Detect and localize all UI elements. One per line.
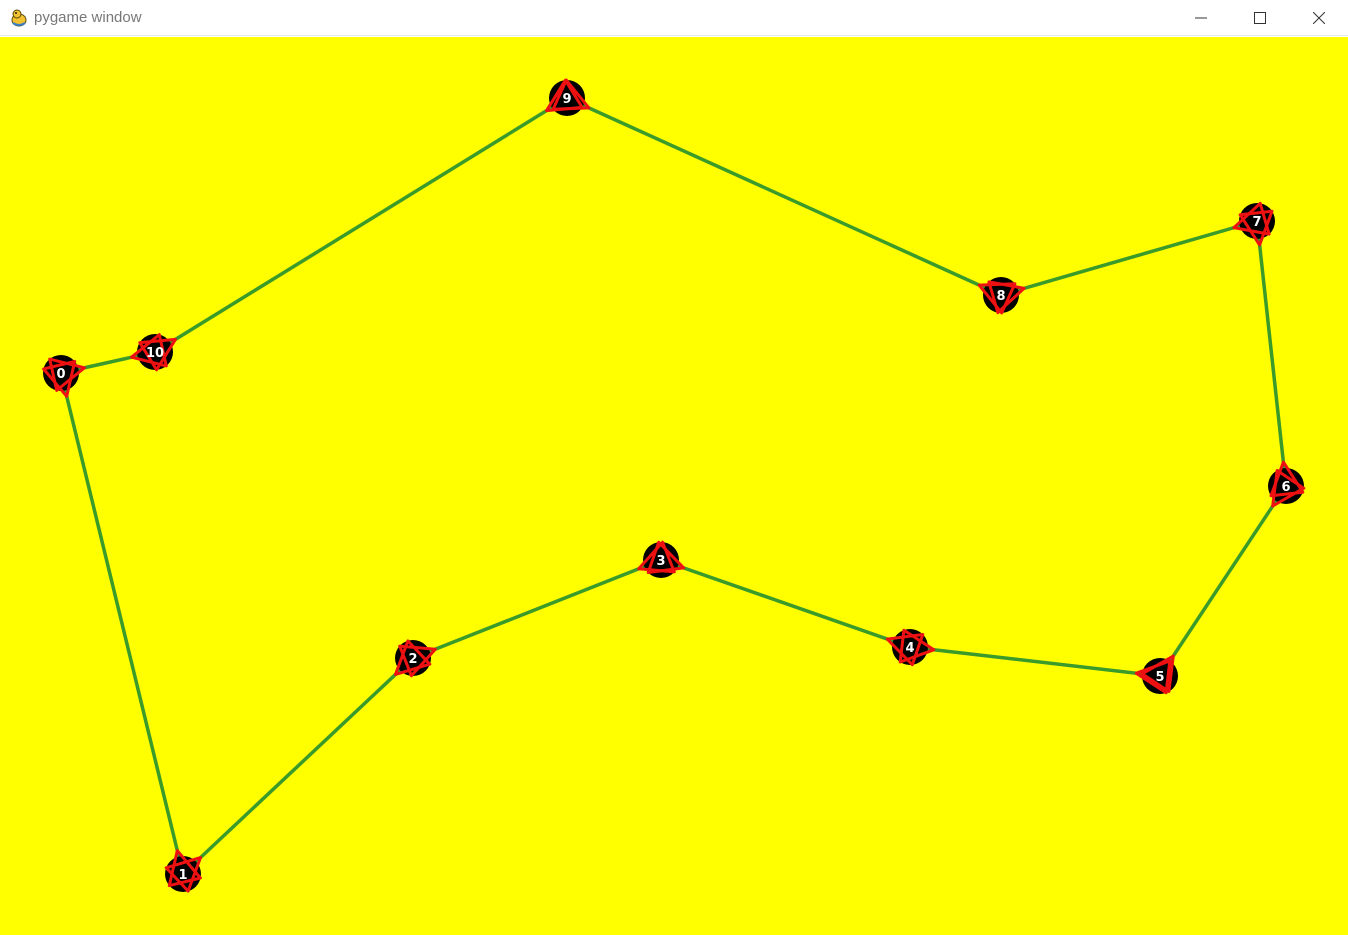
direction-marker-3-out	[646, 540, 686, 574]
node-label-2: 2	[408, 652, 417, 667]
node-label-8: 8	[996, 289, 1005, 304]
pygame-snake-icon	[11, 9, 27, 27]
direction-marker-8-out	[977, 282, 1017, 315]
edge-3-4	[660, 558, 911, 649]
edge-7-8	[1000, 219, 1258, 297]
direction-marker-1-out	[164, 856, 202, 893]
node-label-7: 7	[1252, 215, 1261, 230]
direction-marker-1-in	[167, 849, 202, 888]
minimize-button[interactable]	[1172, 0, 1230, 36]
canvas-background	[0, 37, 1348, 935]
edges-layer	[59, 96, 1288, 876]
edge-2-3	[412, 558, 662, 660]
node-label-5: 5	[1155, 670, 1164, 685]
direction-marker-5-out	[1140, 654, 1175, 693]
direction-marker-2-in	[394, 639, 432, 676]
direction-marker-6-out	[1269, 460, 1305, 498]
maximize-button[interactable]	[1231, 0, 1289, 36]
node-label-9: 9	[562, 92, 571, 107]
labels-layer: 0 1 2 3 4 5 6 7 8 9 10	[56, 92, 1290, 883]
edge-1-2	[181, 656, 415, 876]
node-label-4: 4	[905, 641, 914, 656]
direction-marker-7-out	[1232, 201, 1271, 236]
edge-8-9	[566, 96, 1002, 297]
minimize-icon	[1195, 17, 1207, 19]
node-label-1: 1	[178, 868, 187, 883]
node-label-0: 0	[56, 367, 65, 382]
node-label-6: 6	[1281, 480, 1290, 495]
direction-marker-10-out	[130, 333, 168, 368]
direction-marker-9-out	[545, 78, 584, 113]
graph-scene: 0 1 2 3 4 5 6 7 8 9 10	[0, 37, 1348, 935]
direction-marker-4-in	[885, 633, 925, 667]
close-icon	[1313, 12, 1325, 24]
edge-4-5	[909, 645, 1161, 678]
edge-0-1	[59, 372, 185, 875]
game-canvas[interactable]: 0 1 2 3 4 5 6 7 8 9 10	[0, 37, 1348, 935]
node-label-3: 3	[656, 554, 665, 569]
direction-marker-0-in	[48, 357, 86, 392]
maximize-icon	[1254, 12, 1266, 24]
direction-marker-2-out	[398, 644, 437, 678]
edge-9-10	[154, 96, 568, 354]
direction-marker-10-in	[138, 337, 177, 372]
close-button[interactable]	[1290, 0, 1348, 36]
edge-6-7	[1255, 220, 1288, 487]
triangles-layer	[42, 78, 1306, 893]
window-titlebar[interactable]: pygame window	[0, 0, 1348, 36]
edge-5-6	[1158, 485, 1288, 677]
window-title: pygame window	[34, 9, 142, 26]
direction-marker-4-out	[898, 628, 936, 664]
node-label-10: 10	[146, 346, 164, 361]
